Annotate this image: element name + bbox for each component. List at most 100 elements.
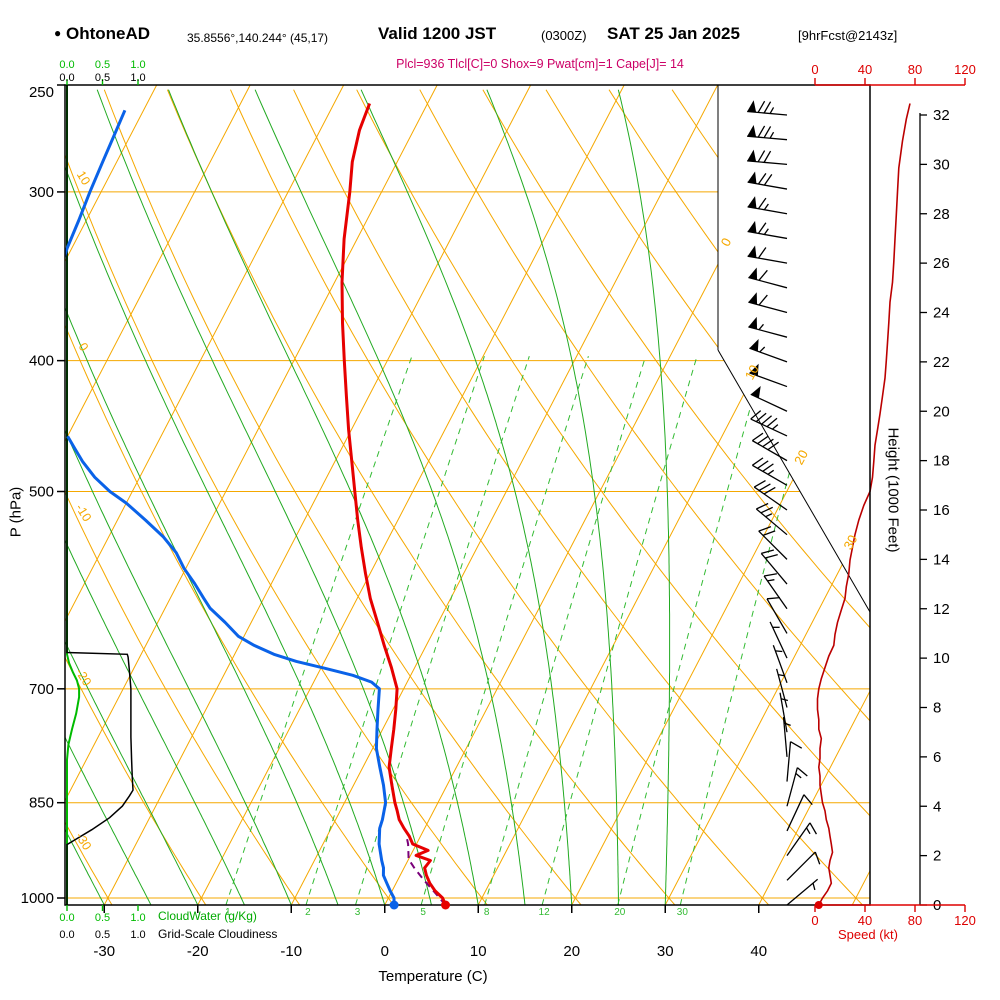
dry-adiabat-line xyxy=(103,89,582,905)
height-axis-label: Height (1000 Feet) xyxy=(884,427,902,553)
mixing-ratio-label: 1 xyxy=(225,907,231,918)
surface-dewpoint-marker xyxy=(389,900,399,910)
wind-barb-feather xyxy=(758,483,771,492)
wind-barb-feather xyxy=(758,294,768,306)
cloudwater-scale-top: 0.5 xyxy=(95,59,110,71)
moist-adiabat-line xyxy=(254,89,526,905)
mixing-ratio-label: 5 xyxy=(420,907,426,918)
wind-barb-feather xyxy=(757,435,769,445)
mixing-ratio-label: 2 xyxy=(305,907,311,918)
valid-time: Valid 1200 JST xyxy=(378,24,497,43)
temperature-tick-label: 10 xyxy=(470,943,487,960)
wind-barb-feather xyxy=(756,502,769,510)
speed-tick-label-bottom: 40 xyxy=(858,913,872,928)
mixing-ratio-lines xyxy=(225,356,821,905)
wind-barb-pennant xyxy=(747,149,757,162)
mixing-ratio-line xyxy=(679,356,821,905)
moist-adiabat-line xyxy=(65,89,339,905)
wind-barb-staff xyxy=(786,741,792,782)
valid-date: SAT 25 Jan 2025 xyxy=(607,24,740,43)
temperature-tick-label: 20 xyxy=(563,943,580,960)
moist-adiabat-line xyxy=(617,89,671,905)
mixing-ratio-label: 8 xyxy=(484,907,490,918)
speed-tick-label-top: 40 xyxy=(858,62,872,77)
dry-adiabat-label: 10 xyxy=(74,168,93,187)
wind-barb-feather xyxy=(760,506,774,514)
wind-barb-feather xyxy=(763,174,773,186)
pressure-tick-label: 850 xyxy=(29,795,54,812)
wind-barb-feather xyxy=(790,741,803,749)
dry-adiabat-line xyxy=(65,89,301,905)
wind-barb-staff xyxy=(747,255,788,264)
surface-temp-marker xyxy=(441,900,451,910)
moist-adiabat-line xyxy=(168,89,479,905)
wind-barb-pennant xyxy=(747,171,757,184)
mixing-ratio-label: 30 xyxy=(677,907,689,918)
wind-barb-feather xyxy=(757,222,767,234)
cloudwater-axis-label: CloudWater (g/Kg) xyxy=(158,909,257,923)
cloudiness-curve xyxy=(66,85,134,905)
wind-barb-feather xyxy=(757,125,766,138)
wind-barb-feather xyxy=(803,794,813,806)
wind-barb-feather xyxy=(809,822,818,835)
wind-barb-half-feather xyxy=(772,424,779,430)
wind-barb-feather xyxy=(762,463,774,472)
height-tick-label: 8 xyxy=(933,700,941,717)
wind-barb-half-feather xyxy=(765,513,773,518)
wind-barb-feather xyxy=(761,415,772,425)
wind-barb-feather xyxy=(762,530,776,536)
isotherm-line xyxy=(197,85,625,905)
wind-barb-half-feather xyxy=(795,772,802,779)
wind-barbs xyxy=(747,100,821,906)
wind-speed xyxy=(816,103,911,906)
mixing-ratio-line xyxy=(541,356,698,905)
wind-barb-half-feather xyxy=(805,827,811,835)
surface-speed-marker xyxy=(814,901,823,909)
temperature-curve xyxy=(340,102,447,905)
wind-speed-curve xyxy=(816,103,911,906)
wind-barb-half-feather xyxy=(767,579,775,582)
speed-tick-label-bottom: 0 xyxy=(811,913,818,928)
mixing-ratio-line xyxy=(617,356,766,905)
grid-boundary xyxy=(717,85,871,613)
wind-barb-feather xyxy=(763,573,777,577)
wind-barb-feather xyxy=(763,486,776,495)
wind-barb-feather xyxy=(762,438,774,448)
dry-adiabat-line xyxy=(65,89,488,905)
moist-adiabat-line xyxy=(65,89,152,905)
speed-axis-label: Speed (kt) xyxy=(838,927,898,942)
isotherm-line xyxy=(65,85,345,905)
wind-barb-feather xyxy=(764,554,778,559)
dry-adiabat-line xyxy=(482,89,870,905)
wind-barb-feather xyxy=(763,150,772,163)
speed-tick-label-bottom: 80 xyxy=(908,913,922,928)
dry-adiabat-line xyxy=(293,89,863,905)
dry-adiabat-label: -10 xyxy=(73,501,94,524)
dry-adiabat-line xyxy=(65,89,394,905)
wind-barb-half-feather xyxy=(769,107,775,114)
dry-adiabat-label: -30 xyxy=(73,830,94,853)
wind-barb-half-feather xyxy=(775,650,783,653)
sounding-params: Plcl=936 Tlcl[C]=0 Shox=9 Pwat[cm]=1 Cap… xyxy=(396,57,684,71)
height-tick-label: 30 xyxy=(933,156,950,173)
wind-barb-pennant xyxy=(747,124,757,137)
speed-tick-label-top: 0 xyxy=(811,62,818,77)
dewpoint-curve xyxy=(66,435,396,905)
parcel-path xyxy=(405,835,447,905)
cloudiness-scale-top: 0.0 xyxy=(59,72,74,84)
wind-barb-feather xyxy=(763,126,772,139)
cloudwater-scale-bottom: 0.0 xyxy=(59,912,74,924)
wind-barb-feather xyxy=(767,441,779,451)
wind-barb-feather xyxy=(751,432,764,442)
dry-adiabat-line xyxy=(356,89,870,905)
wind-barb-staff xyxy=(747,230,788,240)
isotherm-line xyxy=(65,85,251,905)
isotherm-edge-label: 10 xyxy=(742,362,762,382)
pressure-tick-label: 1000 xyxy=(21,890,54,907)
mixing-ratio-label: 12 xyxy=(539,907,551,918)
wind-barb-pennant xyxy=(748,292,758,305)
mixing-ratio-line xyxy=(484,356,647,905)
cloudwater-curve xyxy=(66,85,81,905)
